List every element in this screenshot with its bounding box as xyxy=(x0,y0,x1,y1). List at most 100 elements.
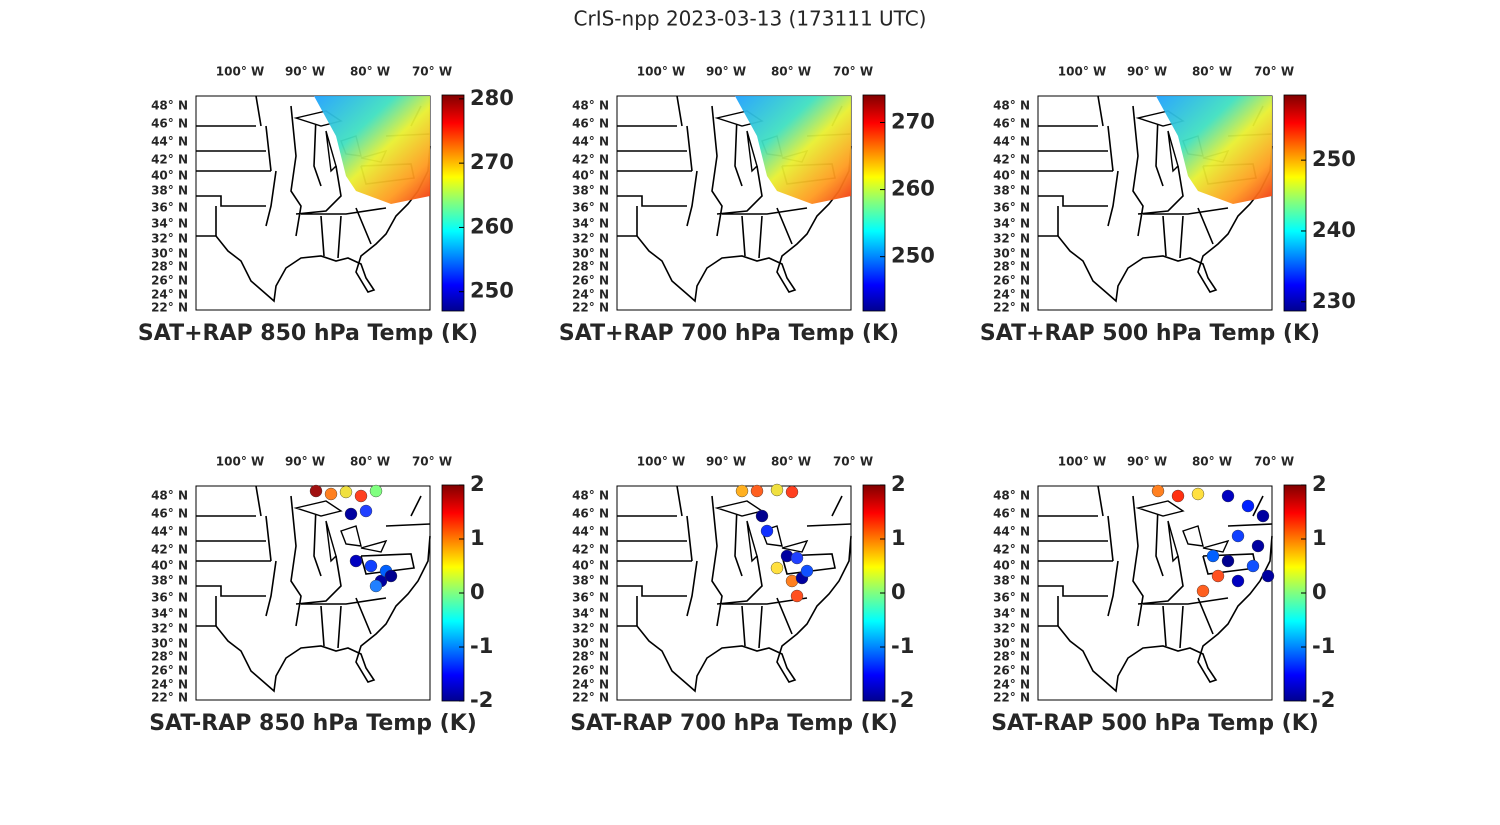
lon-label: 90° W xyxy=(1127,455,1167,469)
lat-label: 26° N xyxy=(151,664,188,678)
swath xyxy=(735,96,851,204)
obs-dot xyxy=(790,589,804,603)
lat-label: 30° N xyxy=(993,637,1030,651)
obs-dot xyxy=(1261,569,1275,583)
obs-dot xyxy=(770,483,784,497)
lon-label: 70° W xyxy=(412,65,452,79)
lon-label: 100° W xyxy=(216,455,264,469)
obs-dot xyxy=(369,484,383,498)
lat-label: 34° N xyxy=(993,217,1030,231)
colorbar xyxy=(862,94,886,312)
obs-dot xyxy=(1221,554,1235,568)
obs-dot xyxy=(1231,574,1245,588)
lat-label: 36° N xyxy=(993,591,1030,605)
lat-label: 40° N xyxy=(993,169,1030,183)
obs-dot xyxy=(1246,559,1260,573)
lat-label: 32° N xyxy=(572,622,609,636)
map-panel: 100° W 90° W 80° W 70° W 48° N 46° N 44° N 42° … xyxy=(138,65,514,347)
lat-label: 34° N xyxy=(572,607,609,621)
lat-label: 28° N xyxy=(572,650,609,664)
lon-label: 80° W xyxy=(1192,65,1232,79)
colorbar-label: 270 xyxy=(470,150,514,174)
lon-label: 80° W xyxy=(350,455,390,469)
basemap xyxy=(195,485,431,701)
lat-label: 38° N xyxy=(993,574,1030,588)
lat-label: 48° N xyxy=(572,99,609,113)
obs-dot xyxy=(785,485,799,499)
obs-dot xyxy=(1231,529,1245,543)
colorbar-label: 0 xyxy=(891,580,906,604)
lon-label: 100° W xyxy=(216,65,264,79)
colorbar-label: 260 xyxy=(891,177,935,201)
lat-label: 30° N xyxy=(151,247,188,261)
lat-label: 32° N xyxy=(993,232,1030,246)
obs-dot xyxy=(384,569,398,583)
obs-dot xyxy=(1206,549,1220,563)
lat-label: 36° N xyxy=(993,201,1030,215)
lat-label: 46° N xyxy=(572,507,609,521)
lat-label: 22° N xyxy=(151,301,188,315)
colorbar-label: 2 xyxy=(891,472,906,496)
lat-label: 36° N xyxy=(151,591,188,605)
lat-label: 26° N xyxy=(151,274,188,288)
lon-label: 100° W xyxy=(1058,455,1106,469)
lat-label: 42° N xyxy=(151,543,188,557)
lat-label: 36° N xyxy=(572,201,609,215)
lat-label: 32° N xyxy=(151,232,188,246)
lat-label: 42° N xyxy=(572,543,609,557)
obs-dot xyxy=(770,561,784,575)
colorbar-label: -2 xyxy=(891,688,914,712)
lat-label: 48° N xyxy=(151,99,188,113)
panel-label: SAT-RAP 700 hPa Temp (K) xyxy=(570,711,898,736)
lat-label: 32° N xyxy=(572,232,609,246)
obs-dot xyxy=(735,484,749,498)
panel-label: SAT+RAP 500 hPa Temp (K) xyxy=(980,321,1320,346)
lat-label: 44° N xyxy=(572,135,609,149)
lat-label: 42° N xyxy=(993,153,1030,167)
swath xyxy=(314,96,430,204)
lat-label: 40° N xyxy=(572,169,609,183)
obs-dot xyxy=(349,554,363,568)
lat-label: 40° N xyxy=(151,559,188,573)
obs-dot xyxy=(1221,489,1235,503)
colorbar-label: 0 xyxy=(470,580,485,604)
colorbar xyxy=(1283,94,1307,312)
lon-label: 80° W xyxy=(350,65,390,79)
lat-label: 48° N xyxy=(993,99,1030,113)
colorbar-label: 250 xyxy=(470,279,514,303)
lat-label: 26° N xyxy=(572,274,609,288)
obs-dot xyxy=(1196,584,1210,598)
lon-label: 70° W xyxy=(1254,455,1294,469)
lat-label: 34° N xyxy=(572,217,609,231)
lat-label: 46° N xyxy=(151,117,188,131)
lon-label: 90° W xyxy=(285,65,325,79)
obs-dot xyxy=(750,484,764,498)
lat-label: 26° N xyxy=(572,664,609,678)
lat-label: 24° N xyxy=(572,288,609,302)
lon-label: 90° W xyxy=(1127,65,1167,79)
obs-dot xyxy=(1151,484,1165,498)
lat-label: 22° N xyxy=(993,691,1030,705)
obs-dot xyxy=(344,507,358,521)
obs-dot xyxy=(800,564,814,578)
lat-label: 34° N xyxy=(151,607,188,621)
lat-label: 38° N xyxy=(993,184,1030,198)
lat-label: 46° N xyxy=(572,117,609,131)
lat-label: 44° N xyxy=(151,525,188,539)
colorbar-label: -2 xyxy=(1312,688,1335,712)
lon-label: 90° W xyxy=(285,455,325,469)
colorbar-label: -1 xyxy=(470,634,493,658)
lat-label: 28° N xyxy=(151,650,188,664)
lon-label: 100° W xyxy=(637,455,685,469)
obs-dot xyxy=(790,551,804,565)
lon-label: 90° W xyxy=(706,65,746,79)
lat-label: 28° N xyxy=(993,260,1030,274)
obs-dot xyxy=(359,504,373,518)
colorbar-label: 2 xyxy=(470,472,485,496)
lat-label: 34° N xyxy=(151,217,188,231)
lon-label: 70° W xyxy=(412,455,452,469)
lat-label: 36° N xyxy=(151,201,188,215)
lat-label: 28° N xyxy=(151,260,188,274)
lat-label: 26° N xyxy=(993,274,1030,288)
